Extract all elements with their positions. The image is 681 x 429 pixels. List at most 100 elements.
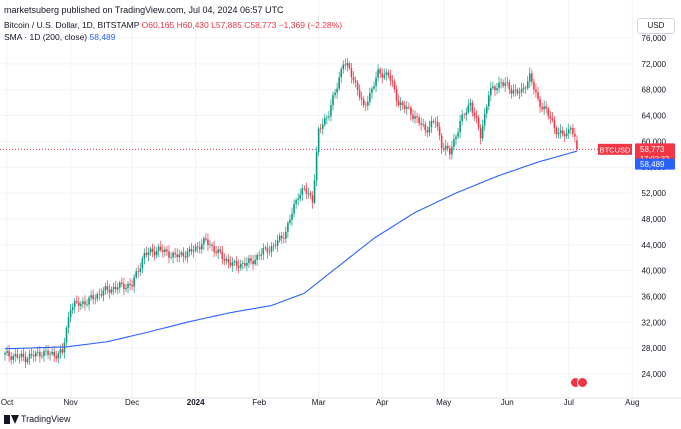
candle-body <box>498 82 500 89</box>
candle-body <box>541 106 543 110</box>
candle-body <box>397 100 400 106</box>
price-tick-label: 36,000 <box>642 292 667 301</box>
candle-body <box>145 252 148 256</box>
candle-body <box>414 116 416 119</box>
candle-body <box>352 77 355 81</box>
candle-body <box>453 139 455 148</box>
candle-body <box>319 128 322 130</box>
candle-body <box>344 64 347 66</box>
sma-label: SMA · 1D (200, close) <box>4 32 88 42</box>
candle-body <box>502 82 504 86</box>
candle-body <box>526 81 529 89</box>
candle-body <box>563 134 566 136</box>
candle-body <box>574 133 576 137</box>
candle-body <box>283 238 285 239</box>
candle-body <box>385 72 388 75</box>
candle-body <box>123 284 125 290</box>
candle-body <box>39 351 41 357</box>
candle-body <box>483 113 486 126</box>
candle-body <box>457 132 459 137</box>
candle-body <box>403 105 406 109</box>
candle-body <box>338 77 340 89</box>
candle-body <box>553 120 556 128</box>
candle-body <box>201 244 203 250</box>
candle-body <box>196 246 199 248</box>
time-tick-label: Dec <box>125 398 139 407</box>
symbol-legend[interactable]: Bitcoin / U.S. Dollar, 1D, BITSTAMP O60,… <box>4 20 342 30</box>
candle-body <box>14 354 17 356</box>
candle-body <box>340 69 342 78</box>
candle-body <box>157 246 160 251</box>
time-axis[interactable]: Oct Nov Dec 2024 Feb Mar Apr May Jun Jul Aug <box>1 398 640 407</box>
candle-body <box>10 356 12 360</box>
candle-body <box>317 128 320 153</box>
candle-body <box>475 116 478 118</box>
time-tick-label: 2024 <box>187 398 205 407</box>
price-tick-label: 24,000 <box>642 370 667 379</box>
candle-body <box>203 238 205 245</box>
candle-body <box>129 283 131 286</box>
time-tick-label: Oct <box>1 398 14 407</box>
time-tick-label: May <box>436 398 451 407</box>
candle-body <box>399 102 402 106</box>
candle-body <box>242 263 244 264</box>
candle-body <box>78 302 80 306</box>
sma-price-tag <box>635 158 675 170</box>
candle-body <box>160 246 162 251</box>
candle-body <box>416 116 418 118</box>
candle-body <box>110 289 113 293</box>
price-axis[interactable]: 76,00072,00068,00064,00060,00056,00052,0… <box>642 34 667 379</box>
candle-body <box>379 69 381 74</box>
candle-body <box>16 354 19 358</box>
candle-body <box>307 193 310 195</box>
candle-body <box>143 252 146 259</box>
candle-body <box>180 252 183 255</box>
candle-body <box>309 193 312 196</box>
candle-body <box>227 259 230 263</box>
chart-grid <box>0 0 681 399</box>
tradingview-logo[interactable]: TradingView <box>4 414 71 424</box>
candle-body <box>408 107 410 108</box>
candle-body <box>119 282 121 288</box>
candle-body <box>57 353 60 359</box>
candle-body <box>336 88 338 93</box>
candle-body <box>321 124 324 129</box>
event-flag-icon[interactable] <box>577 377 588 388</box>
candle-body <box>51 351 53 354</box>
candle-body <box>114 286 117 290</box>
candle-body <box>373 86 375 89</box>
time-tick-label: Jun <box>501 398 514 407</box>
candle-body <box>371 88 373 94</box>
candle-body <box>412 114 414 119</box>
candle-body <box>389 75 392 81</box>
candle-body <box>108 289 111 293</box>
candle-body <box>268 251 271 253</box>
candle-body <box>131 285 133 287</box>
candle-body <box>514 89 517 91</box>
candle-body <box>367 101 369 106</box>
candle-body <box>184 256 187 258</box>
candle-body <box>572 128 574 134</box>
events-marker[interactable] <box>570 377 590 388</box>
candle-body <box>369 93 371 102</box>
candle-body <box>529 73 531 82</box>
candle-body <box>215 251 217 254</box>
candle-body <box>332 95 334 106</box>
candle-body <box>410 107 412 115</box>
candle-body <box>90 295 92 298</box>
bar-countdown: 17:02:32 <box>640 154 669 163</box>
candle-body <box>100 294 103 296</box>
candle-body <box>346 63 349 66</box>
candle-body <box>248 258 250 263</box>
currency-button[interactable]: USD <box>637 18 675 34</box>
symbol-title: Bitcoin / U.S. Dollar, 1D, BITSTAMP <box>4 20 140 30</box>
candle-body <box>6 351 8 353</box>
candle-body <box>112 286 115 290</box>
candle-body <box>504 83 506 86</box>
sma-legend[interactable]: SMA · 1D (200, close) 58,489 <box>4 32 116 42</box>
candle-body <box>432 121 435 122</box>
candle-body <box>551 118 554 121</box>
candle-body <box>92 295 94 300</box>
candle-body <box>237 265 240 268</box>
